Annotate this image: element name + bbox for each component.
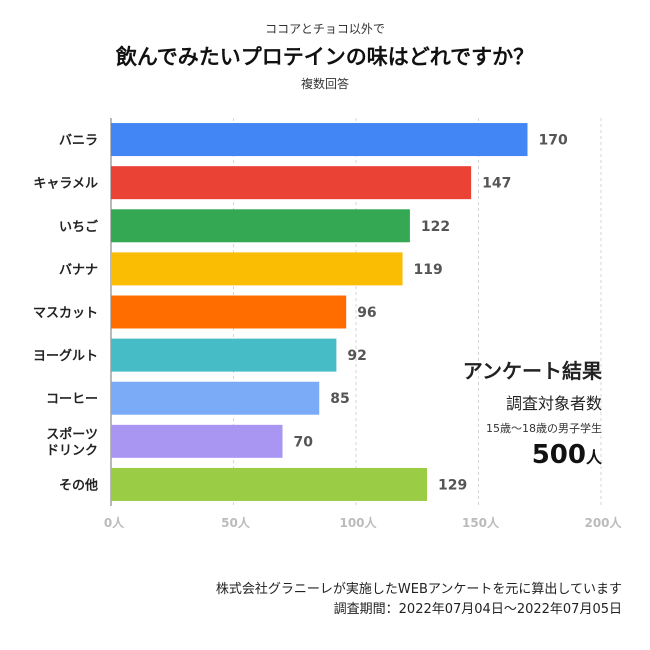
category-label: キャラメル <box>33 177 98 192</box>
category-label-line: スポーツ <box>46 426 98 442</box>
category-label-line: コーヒー <box>46 392 98 407</box>
summary-count: 500人 <box>463 440 602 470</box>
summary-count-number: 500 <box>531 440 586 470</box>
bar <box>111 209 410 243</box>
category-label: ヨーグルト <box>33 348 98 364</box>
category-label-line: ヨーグルト <box>33 348 98 364</box>
bar-value-label: 129 <box>438 477 467 493</box>
bar <box>111 295 347 329</box>
bar-value-label: 85 <box>330 391 349 407</box>
bar <box>111 381 320 415</box>
bar <box>111 424 283 458</box>
category-label: コーヒー <box>46 392 98 407</box>
category-label: いちご <box>59 219 99 235</box>
chart-subtitle: 複数回答 <box>300 77 349 91</box>
chart-pre-title: ココアとチョコ以外で <box>265 22 385 36</box>
bar <box>111 338 337 372</box>
x-tick-label: 200人 <box>584 515 622 530</box>
bar-value-label: 147 <box>482 176 511 192</box>
bar <box>111 252 403 286</box>
x-tick-label: 100人 <box>339 515 377 530</box>
category-label-line: バナナ <box>59 263 98 278</box>
bar-value-label: 70 <box>294 434 314 450</box>
x-tick-label: 0人 <box>104 515 125 530</box>
category-label-line: キャラメル <box>33 177 98 192</box>
bar-value-label: 96 <box>357 305 376 321</box>
category-label: バニラ <box>59 134 98 149</box>
category-label: バナナ <box>59 263 98 278</box>
x-tick-label: 150人 <box>462 515 500 530</box>
bar <box>111 467 428 501</box>
survey-summary: アンケート結果 調査対象者数 15歳〜18歳の男子学生 500人 <box>463 355 602 470</box>
bar-value-label: 122 <box>421 219 450 235</box>
category-label-line: その他 <box>59 477 98 493</box>
summary-respondents: 15歳〜18歳の男子学生 <box>486 422 602 435</box>
chart-header: ココアとチョコ以外で 飲んでみたいプロテインの味はどれですか？ 複数回答 <box>0 20 650 92</box>
bar-value-label: 170 <box>539 133 568 149</box>
bar-value-label: 92 <box>347 348 366 364</box>
bar-value-label: 119 <box>414 262 443 278</box>
category-label: スポーツドリンク <box>46 426 98 458</box>
category-label-line: いちご <box>59 219 99 235</box>
summary-heading: アンケート結果 <box>462 359 602 383</box>
bar <box>111 166 472 200</box>
summary-count-unit: 人 <box>585 448 602 467</box>
category-label-line: ドリンク <box>46 443 98 458</box>
category-label-line: バニラ <box>59 134 98 149</box>
x-tick-label: 50人 <box>221 515 251 530</box>
category-label-line: マスカット <box>33 306 98 321</box>
category-label: マスカット <box>33 306 98 321</box>
chart-footer: 株式会社グラニーレが実施したWEBアンケートを元に算出しています 調査期間：20… <box>216 580 622 620</box>
footer-source-note: 株式会社グラニーレが実施したWEBアンケートを元に算出しています <box>215 582 622 597</box>
chart-title: 飲んでみたいプロテインの味はどれですか？ <box>115 45 535 69</box>
footer-survey-period: 調査期間：2022年07月04日〜2022年07月05日 <box>333 602 622 618</box>
summary-target-label: 調査対象者数 <box>505 394 602 413</box>
category-label: その他 <box>59 477 98 493</box>
bar <box>111 123 528 157</box>
